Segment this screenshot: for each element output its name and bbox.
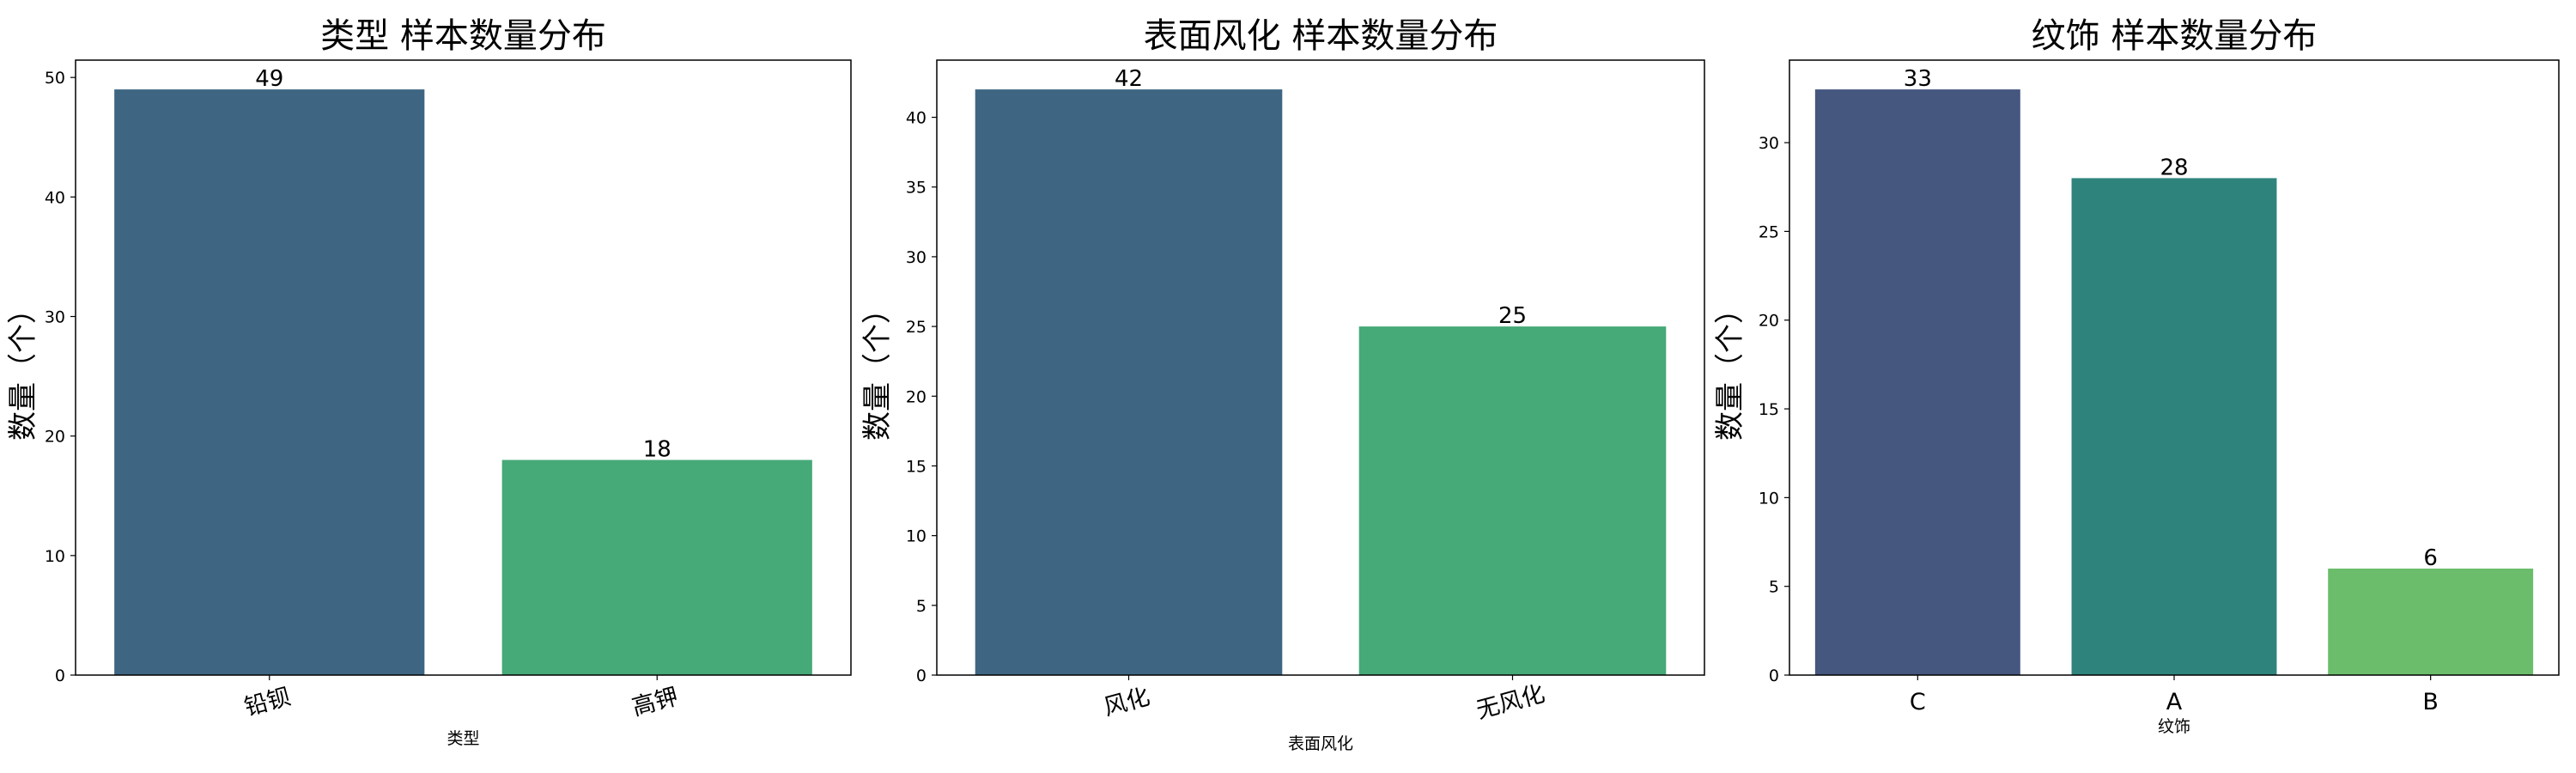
x-axis-label: 纹饰	[2158, 717, 2190, 736]
y-tick-label: 20	[45, 428, 65, 447]
y-tick-label: 30	[45, 308, 65, 327]
bar-铅钡	[114, 89, 425, 676]
y-tick-label: 15	[906, 457, 927, 476]
y-tick-label: 10	[906, 527, 927, 546]
chart-title: 纹饰 样本数量分布	[2032, 16, 2318, 56]
y-tick-label: 50	[45, 69, 65, 88]
y-tick-label: 35	[906, 179, 927, 198]
y-tick-label: 25	[906, 318, 927, 337]
data-label: 25	[1498, 303, 1527, 329]
data-label: 42	[1115, 66, 1143, 92]
x-tick-label: C	[1910, 689, 1926, 715]
bar-高钾	[501, 460, 812, 675]
x-tick-label: 风化	[1101, 684, 1152, 721]
y-tick-label: 40	[906, 109, 927, 128]
x-axis-label: 类型	[447, 729, 479, 748]
data-label: 6	[2423, 545, 2438, 571]
x-tick-label: 铅钡	[241, 684, 293, 721]
bar-A	[2071, 178, 2277, 676]
data-label: 18	[643, 437, 671, 463]
y-axis-label: 数量（个）	[1713, 295, 1747, 441]
plot-frame	[936, 59, 1705, 676]
chart-title: 类型 样本数量分布	[320, 16, 606, 56]
y-tick-label: 30	[906, 248, 927, 267]
bar-C	[1814, 89, 2020, 676]
y-tick-label: 0	[55, 666, 65, 685]
chart-title: 表面风化 样本数量分布	[1144, 16, 1498, 56]
y-tick-label: 20	[906, 387, 927, 406]
y-tick-label: 10	[1759, 489, 1779, 508]
data-label: 49	[255, 66, 283, 92]
x-axis-label: 表面风化	[1288, 734, 1353, 753]
data-label: 28	[2160, 155, 2188, 180]
y-tick-label: 0	[1769, 666, 1779, 685]
x-tick-label: A	[2166, 689, 2183, 715]
data-label: 33	[1904, 66, 1932, 92]
y-tick-label: 10	[45, 547, 65, 566]
y-tick-label: 5	[916, 597, 927, 616]
y-tick-label: 20	[1759, 312, 1779, 331]
plot-frame	[1789, 59, 2560, 676]
y-tick-label: 15	[1759, 400, 1779, 419]
x-tick-label: 无风化	[1473, 680, 1547, 724]
y-tick-label: 30	[1759, 134, 1779, 153]
y-axis-label: 数量（个）	[860, 295, 895, 441]
y-tick-label: 0	[916, 666, 927, 685]
x-tick-label: B	[2422, 689, 2439, 715]
y-axis-label: 数量（个）	[6, 295, 40, 441]
bar-无风化	[1358, 326, 1667, 675]
x-tick-label: 高钾	[629, 684, 681, 721]
y-tick-label: 25	[1759, 222, 1779, 241]
bar-B	[2328, 569, 2534, 675]
plot-frame	[75, 59, 852, 676]
y-tick-label: 40	[45, 188, 65, 207]
y-tick-label: 5	[1769, 578, 1779, 597]
bar-风化	[975, 89, 1283, 676]
